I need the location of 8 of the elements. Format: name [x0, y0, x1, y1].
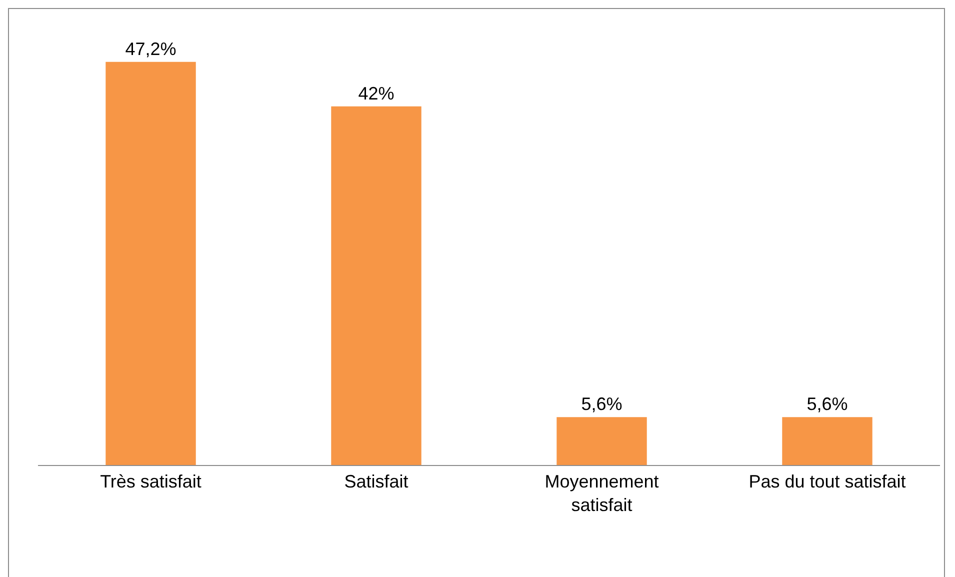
x-tick-label: Moyennement satisfait [544, 472, 659, 515]
x-tick-label: Pas du tout satisfait [748, 472, 906, 492]
data-label: 5,6% [581, 394, 622, 414]
x-tick-label: Satisfait [344, 472, 408, 492]
data-label: 42% [358, 83, 394, 104]
x-tick-label: Très satisfait [100, 472, 202, 492]
data-label: 5,6% [806, 394, 848, 414]
data-label: 47,2% [125, 38, 176, 59]
